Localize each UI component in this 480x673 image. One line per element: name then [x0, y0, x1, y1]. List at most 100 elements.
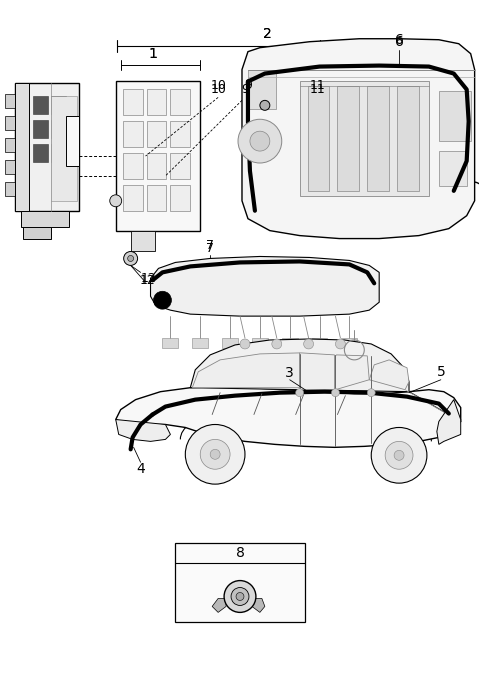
Bar — [367, 86, 389, 191]
Circle shape — [304, 339, 313, 349]
Polygon shape — [116, 387, 461, 448]
Text: 7: 7 — [206, 239, 214, 252]
Circle shape — [385, 441, 413, 469]
Circle shape — [185, 425, 245, 484]
Bar — [308, 86, 329, 191]
Bar — [146, 153, 167, 179]
Bar — [51, 144, 66, 162]
Text: 9: 9 — [244, 79, 252, 92]
Polygon shape — [252, 598, 265, 612]
Polygon shape — [66, 116, 79, 166]
Circle shape — [128, 256, 133, 261]
Circle shape — [210, 450, 220, 459]
Circle shape — [224, 581, 256, 612]
Bar — [5, 160, 17, 174]
Polygon shape — [212, 598, 226, 612]
Text: 1: 1 — [148, 46, 157, 61]
Polygon shape — [190, 339, 409, 392]
Bar — [123, 90, 143, 115]
Bar — [252, 338, 268, 348]
Bar — [123, 121, 143, 147]
Bar — [33, 144, 48, 162]
Polygon shape — [300, 81, 429, 196]
Bar — [162, 338, 179, 348]
Circle shape — [260, 100, 270, 110]
Polygon shape — [300, 353, 335, 390]
Bar — [175, 543, 305, 623]
Text: 4: 4 — [136, 462, 145, 476]
Bar — [237, 581, 243, 588]
Bar — [51, 120, 66, 138]
Text: 10: 10 — [210, 79, 226, 92]
Text: 8: 8 — [236, 546, 244, 560]
Circle shape — [236, 592, 244, 600]
Bar — [123, 153, 143, 179]
Text: 7: 7 — [206, 242, 214, 255]
Bar — [337, 86, 360, 191]
Text: 6: 6 — [395, 33, 404, 46]
Bar — [5, 182, 17, 196]
Bar — [146, 185, 167, 211]
Circle shape — [240, 339, 250, 349]
Polygon shape — [242, 39, 475, 238]
Bar — [146, 90, 167, 115]
Bar — [192, 338, 208, 348]
Bar — [312, 338, 327, 348]
Polygon shape — [116, 419, 170, 441]
Text: 11: 11 — [310, 79, 325, 92]
Text: 1: 1 — [148, 46, 157, 61]
Bar — [33, 96, 48, 114]
Circle shape — [124, 252, 138, 265]
Polygon shape — [437, 400, 461, 444]
Bar — [170, 90, 190, 115]
Circle shape — [394, 450, 404, 460]
Bar — [5, 116, 17, 130]
Polygon shape — [23, 227, 51, 238]
Polygon shape — [131, 231, 156, 250]
Text: 9: 9 — [241, 83, 249, 96]
Circle shape — [296, 389, 304, 396]
Polygon shape — [15, 83, 79, 211]
Bar — [397, 86, 419, 191]
Polygon shape — [369, 360, 409, 390]
Circle shape — [332, 389, 339, 396]
Bar — [248, 69, 276, 109]
Polygon shape — [192, 353, 300, 388]
Polygon shape — [258, 92, 272, 102]
Bar — [341, 338, 357, 348]
Circle shape — [238, 119, 282, 163]
Bar — [123, 185, 143, 211]
Text: 12: 12 — [141, 272, 156, 285]
Text: 2: 2 — [264, 27, 272, 41]
Polygon shape — [336, 355, 369, 390]
Bar — [170, 153, 190, 179]
Circle shape — [371, 427, 427, 483]
Bar — [5, 138, 17, 152]
Bar — [222, 338, 238, 348]
Circle shape — [250, 131, 270, 151]
Circle shape — [200, 439, 230, 469]
Text: 6: 6 — [395, 35, 404, 48]
Polygon shape — [116, 81, 200, 231]
Text: 11: 11 — [310, 83, 325, 96]
Bar — [170, 121, 190, 147]
Circle shape — [110, 194, 122, 207]
Bar — [33, 120, 48, 138]
Text: 3: 3 — [285, 366, 294, 380]
Polygon shape — [51, 96, 77, 201]
Bar — [439, 92, 471, 141]
Circle shape — [336, 339, 346, 349]
Polygon shape — [15, 83, 29, 211]
Text: 10: 10 — [210, 83, 226, 96]
Bar — [439, 151, 467, 186]
Bar — [146, 121, 167, 147]
Bar — [51, 96, 66, 114]
Circle shape — [231, 588, 249, 606]
Circle shape — [367, 389, 375, 396]
Bar — [282, 338, 298, 348]
Text: 12: 12 — [140, 274, 156, 287]
Text: 5: 5 — [436, 365, 445, 379]
Text: 2: 2 — [264, 27, 272, 41]
Bar — [5, 94, 17, 108]
Polygon shape — [151, 256, 379, 316]
